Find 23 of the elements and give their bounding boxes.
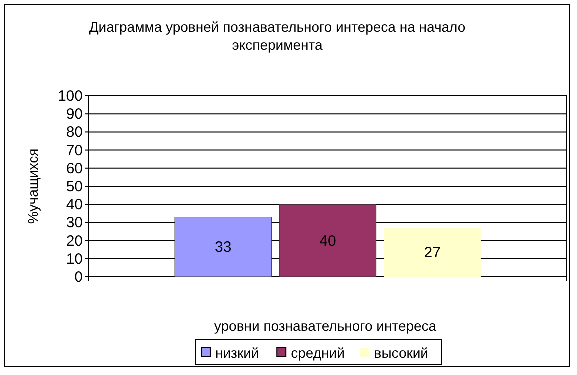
legend-label: высокий	[374, 345, 429, 361]
y-tick-label: 70	[66, 142, 83, 160]
x-axis-title: уровни познавательного интереса	[214, 318, 437, 334]
legend-label: низкий	[216, 345, 260, 361]
bar	[174, 217, 272, 278]
y-tick-label: 40	[66, 196, 83, 214]
y-axis-title: %учащихся	[25, 148, 41, 224]
data-label: 40	[320, 232, 336, 250]
bar	[384, 228, 481, 277]
y-tick-label: 0	[74, 269, 83, 286]
chart-title: Диаграмма уровней познавательного интереса на начало эксперимента	[89, 19, 466, 53]
legend-label: средний	[291, 345, 345, 361]
y-tick-label: 50	[66, 178, 83, 196]
data-label: 27	[424, 244, 441, 262]
y-tick-label: 90	[66, 106, 83, 124]
y-tick-label: 80	[66, 124, 83, 142]
y-tick-label: 100	[58, 88, 83, 105]
y-tick-label: 10	[66, 250, 83, 268]
bar	[279, 204, 377, 278]
y-tick-label: 60	[66, 160, 83, 178]
y-tick-label: 20	[66, 232, 83, 250]
y-tick-label: 30	[66, 214, 83, 232]
data-label: 33	[215, 239, 232, 256]
